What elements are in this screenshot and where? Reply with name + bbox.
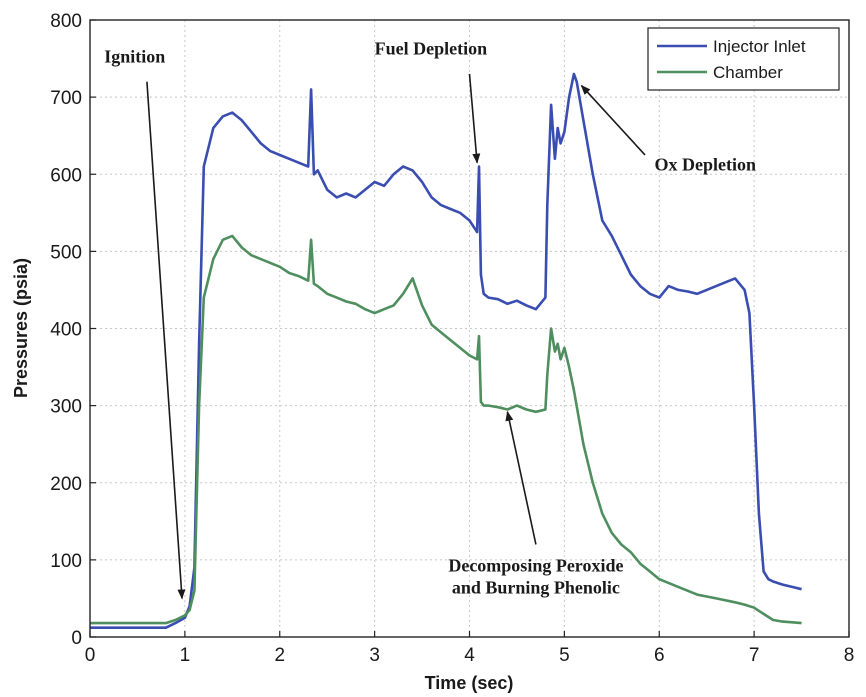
- annotation-text-fuel: Fuel Depletion: [375, 39, 488, 59]
- y-axis-ticks: 0 100 200 300 400 500 600 700 800: [50, 11, 96, 649]
- annotations: Ignition Fuel Depletion Ox Depletion Decomp…: [104, 39, 757, 600]
- annotation-arrow-ignition: [146, 81, 186, 600]
- x-tick-label: 5: [559, 645, 570, 666]
- x-axis-label: Time (sec): [425, 673, 514, 693]
- y-tick-label: 700: [50, 88, 82, 109]
- legend-label-injector-inlet: Injector Inlet: [713, 37, 806, 56]
- y-tick-label: 800: [50, 11, 82, 32]
- x-tick-label: 1: [180, 645, 191, 666]
- x-tick-label: 2: [274, 645, 285, 666]
- annotation-arrow-peroxide: [505, 410, 537, 545]
- x-axis-ticks: 0 1 2 3 4 5 6 7 8: [85, 631, 855, 666]
- x-tick-label: 7: [749, 645, 760, 666]
- y-tick-label: 300: [50, 397, 82, 418]
- y-axis-label: Pressures (psia): [11, 258, 31, 398]
- x-tick-label: 0: [85, 645, 96, 666]
- annotation-arrow-ox: [580, 84, 646, 156]
- grid: [90, 20, 849, 637]
- series-line-chamber: [90, 234, 802, 625]
- y-tick-label: 200: [50, 474, 82, 495]
- annotation-text-ox: Ox Depletion: [655, 154, 757, 174]
- y-tick-label: 0: [71, 628, 82, 649]
- annotation-arrow-fuel: [468, 73, 481, 164]
- x-tick-label: 3: [369, 645, 380, 666]
- series-lines: [90, 72, 802, 630]
- legend-label-chamber: Chamber: [713, 63, 783, 82]
- y-tick-label: 600: [50, 165, 82, 186]
- legend: Injector Inlet Chamber: [647, 27, 840, 91]
- y-tick-label: 100: [50, 551, 82, 572]
- legend-box: [647, 27, 840, 91]
- x-tick-label: 4: [464, 645, 475, 666]
- x-tick-label: 6: [654, 645, 665, 666]
- x-tick-label: 8: [844, 645, 855, 666]
- annotation-text-peroxide: Decomposing Peroxide and Burning Phenolic: [448, 555, 623, 597]
- y-tick-label: 500: [50, 242, 82, 263]
- annotation-text-ignition: Ignition: [104, 46, 165, 66]
- series-line-injector-inlet: [90, 72, 802, 630]
- y-tick-label: 400: [50, 320, 82, 341]
